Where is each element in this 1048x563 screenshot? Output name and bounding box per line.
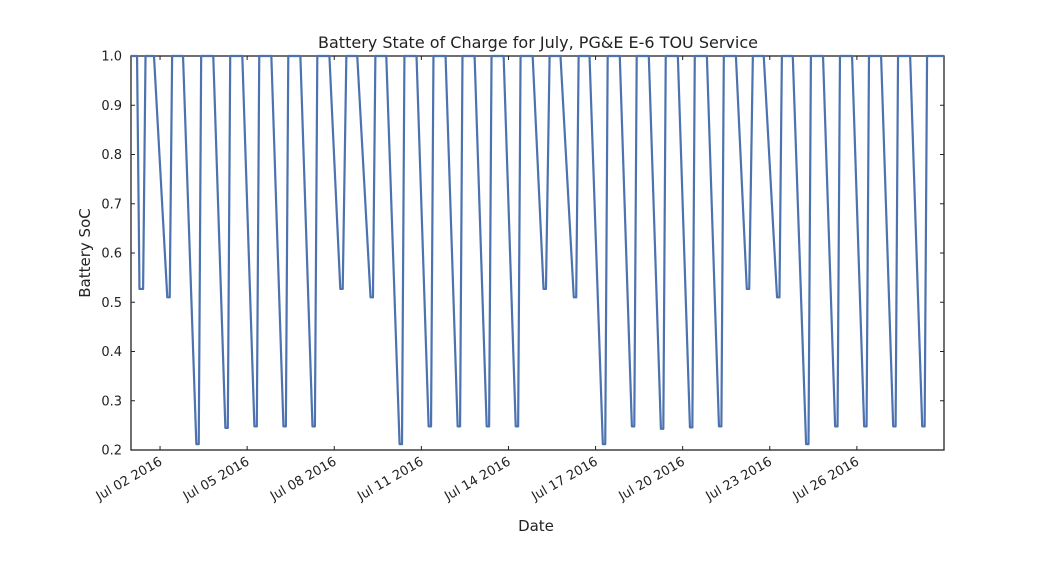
y-tick-label: 0.5 [101, 296, 122, 311]
y-axis: 0.2 0.3 0.4 0.5 0.6 0.7 0.8 0.9 1.0 [101, 50, 944, 459]
x-tick-label: Jul 23 2016 [703, 454, 775, 504]
y-tick-label: 0.4 [101, 345, 122, 360]
x-tick-label: Jul 20 2016 [616, 454, 688, 504]
y-tick-label: 0.8 [101, 148, 122, 163]
series-line-battery-soc [131, 54, 944, 446]
y-axis-label: Battery SoC [76, 208, 94, 297]
x-tick-label: Jul 08 2016 [267, 454, 339, 504]
series-layer [131, 54, 944, 446]
y-tick-label: 0.2 [101, 444, 122, 459]
x-tick-label: Jul 17 2016 [528, 454, 600, 504]
y-tick-label: 0.3 [101, 394, 122, 409]
y-tick-label: 0.9 [101, 99, 122, 114]
chart-title: Battery State of Charge for July, PG&E E… [318, 33, 758, 52]
x-tick-label: Jul 02 2016 [93, 454, 165, 504]
y-tick-label: 0.7 [101, 197, 122, 212]
x-tick-label: Jul 26 2016 [790, 454, 862, 504]
x-tick-label: Jul 14 2016 [441, 454, 513, 504]
x-tick-label: Jul 05 2016 [180, 454, 252, 504]
y-tick-label: 1.0 [101, 50, 122, 65]
x-axis-label: Date [518, 517, 554, 535]
y-tick-label: 0.6 [101, 247, 122, 262]
x-tick-label: Jul 11 2016 [354, 454, 426, 504]
